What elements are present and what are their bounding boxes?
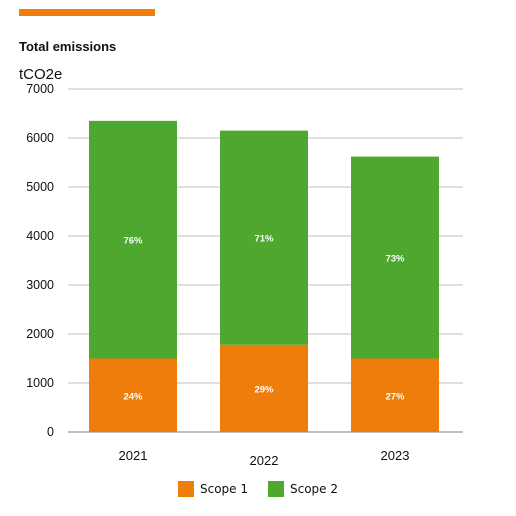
y-tick-label: 3000 xyxy=(26,278,54,292)
x-tick-label: 2021 xyxy=(119,448,148,463)
bar-segment xyxy=(220,130,308,345)
y-axis-unit-label: tCO2e xyxy=(19,66,63,83)
y-tick-label: 6000 xyxy=(26,131,54,145)
data-label: 71% xyxy=(254,234,274,245)
bar-segment xyxy=(89,358,177,432)
x-tick-label: 2023 xyxy=(381,448,410,463)
bar-segment xyxy=(351,358,439,432)
legend-swatch-scope-1 xyxy=(177,481,194,497)
data-label: 29% xyxy=(254,384,274,395)
bar-segment xyxy=(89,120,177,359)
bar-segment xyxy=(220,344,308,432)
legend-swatch-scope-2 xyxy=(268,481,284,497)
data-label: 76% xyxy=(123,236,143,247)
y-tick-label: 1000 xyxy=(26,376,54,390)
y-tick-label: 0 xyxy=(47,425,54,439)
legend-item-scope-2: Scope 2 xyxy=(268,481,338,497)
y-tick-label: 5000 xyxy=(26,180,54,194)
chart-title: Total emissions xyxy=(19,39,117,54)
chart-legend: Scope 1 Scope 2 xyxy=(0,481,516,497)
y-tick-label: 4000 xyxy=(26,229,54,243)
y-tick-label: 7000 xyxy=(26,82,54,96)
bar-segment xyxy=(351,156,439,359)
legend-label-scope-2: Scope 2 xyxy=(290,482,339,496)
legend-item-scope-1: Scope 1 xyxy=(177,481,248,497)
header-accent-bar xyxy=(19,9,155,16)
x-tick-label: 2022 xyxy=(250,453,279,468)
data-label: 73% xyxy=(385,254,405,265)
legend-label-scope-1: Scope 1 xyxy=(199,482,248,496)
data-label: 27% xyxy=(385,391,405,402)
data-label: 24% xyxy=(123,391,143,402)
y-tick-label: 2000 xyxy=(26,327,54,341)
